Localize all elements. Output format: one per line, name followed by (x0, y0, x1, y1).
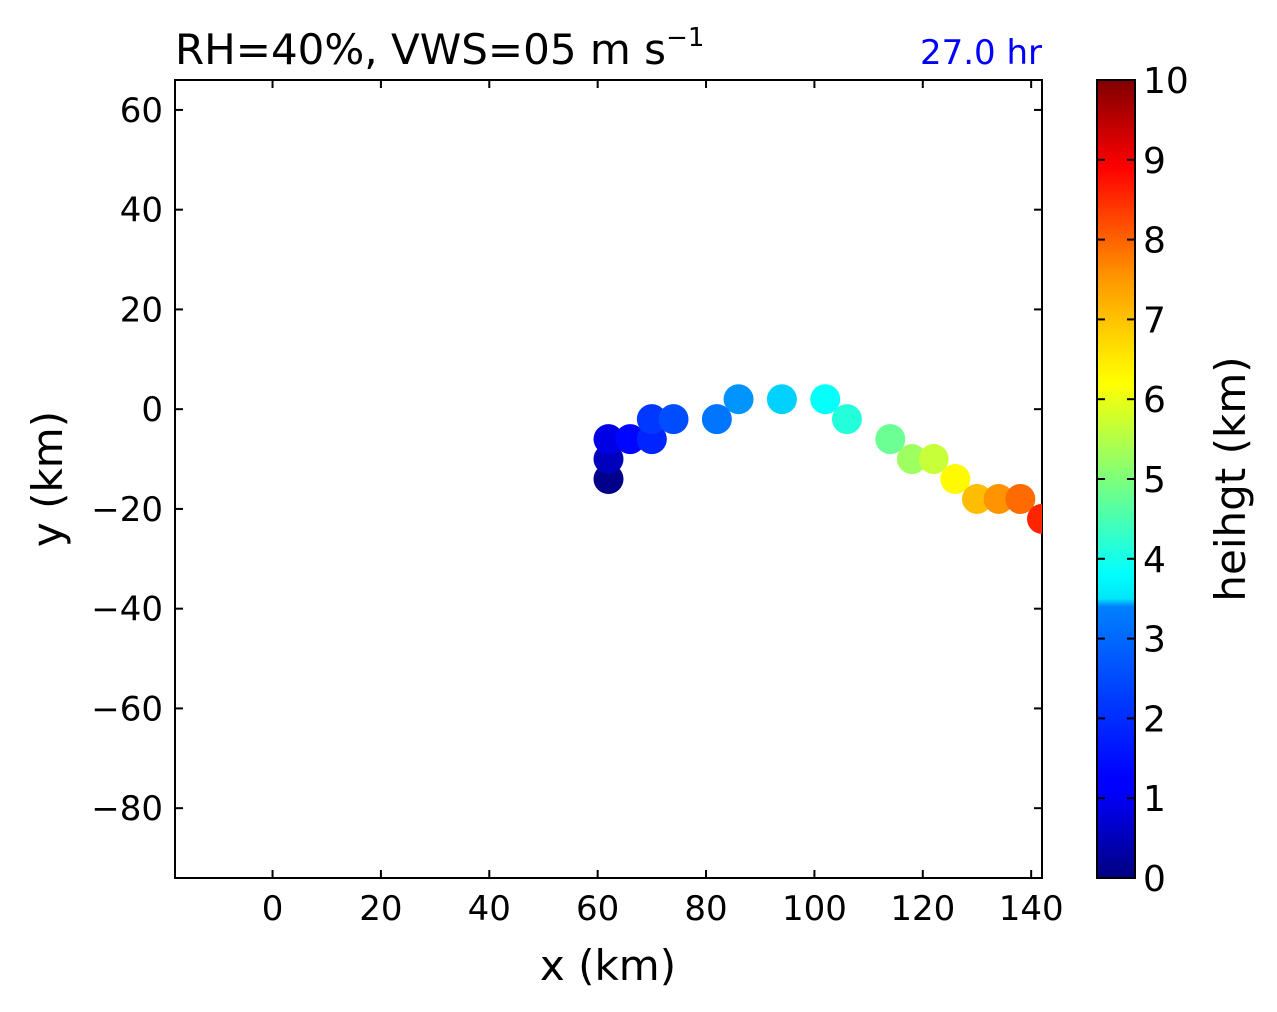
x-tick-label: 60 (576, 889, 619, 929)
scatter-point (918, 444, 949, 475)
y-tick-label: −20 (91, 490, 163, 530)
x-axis-label: x (km) (540, 941, 676, 990)
x-tick-label: 120 (890, 889, 955, 929)
colorbar-tick-label: 9 (1143, 141, 1166, 182)
y-tick-label: 0 (141, 390, 163, 430)
scatter-point (983, 483, 1014, 514)
scatter-point (701, 404, 732, 435)
colorbar-tick-label: 0 (1143, 859, 1166, 900)
scatter-point (831, 404, 862, 435)
colorbar-tick-label: 6 (1143, 380, 1166, 421)
scatter-point (1005, 483, 1036, 514)
colorbar-tick-label: 5 (1143, 460, 1166, 501)
x-tick-label: 140 (999, 889, 1064, 929)
colorbar-tick-label: 7 (1143, 300, 1166, 341)
colorbar-ticks: 0 1 2 3 4 5 6 7 8 9 10 (1097, 61, 1189, 900)
y-tick-label: 40 (120, 191, 163, 231)
colorbar-tick-label: 10 (1143, 61, 1189, 102)
y-tick-label: 20 (120, 290, 163, 330)
scatter-point (658, 404, 689, 435)
colorbar-label: heihgt (km) (1206, 356, 1255, 601)
y-tick-label: −40 (91, 590, 163, 630)
scatter-point (766, 384, 797, 415)
chart-title: RH=40%, VWS=05 m s−1 (175, 23, 704, 74)
scatter-point (940, 464, 971, 494)
colorbar-tick-label: 1 (1143, 779, 1166, 820)
y-tick-labels: 60 40 20 0 −20 −40 −60 −80 (91, 91, 163, 829)
x-tick-label: 100 (782, 889, 847, 929)
scatter-point (1027, 503, 1042, 534)
scatter-point (723, 384, 754, 415)
y-axis-label: y (km) (23, 411, 72, 547)
scatter-point (875, 424, 906, 455)
y-tick-label: −80 (91, 789, 163, 829)
colorbar-tick-label: 2 (1143, 699, 1166, 740)
x-tick-label: 0 (262, 889, 284, 929)
scatter-point (593, 424, 624, 455)
scatter-point (961, 483, 992, 514)
scatter-points (593, 384, 1042, 534)
title-superscript: −1 (666, 23, 704, 53)
scatter-point (810, 384, 841, 415)
x-tick-label: 20 (359, 889, 402, 929)
time-label: 27.0 hr (920, 33, 1042, 73)
scatter-point (896, 444, 927, 475)
x-tick-label: 40 (468, 889, 511, 929)
x-tick-labels: 0 20 40 60 80 100 120 140 (262, 889, 1064, 929)
scatter-point (615, 424, 646, 455)
colorbar-tick-label: 4 (1143, 540, 1166, 581)
axis-ticks (175, 80, 1042, 878)
colorbar-tick-label: 8 (1143, 221, 1166, 262)
colorbar-tick-label: 3 (1143, 620, 1166, 661)
scatter-point (636, 404, 667, 435)
x-tick-label: 80 (684, 889, 727, 929)
y-tick-label: 60 (120, 91, 163, 131)
y-tick-label: −60 (91, 689, 163, 729)
